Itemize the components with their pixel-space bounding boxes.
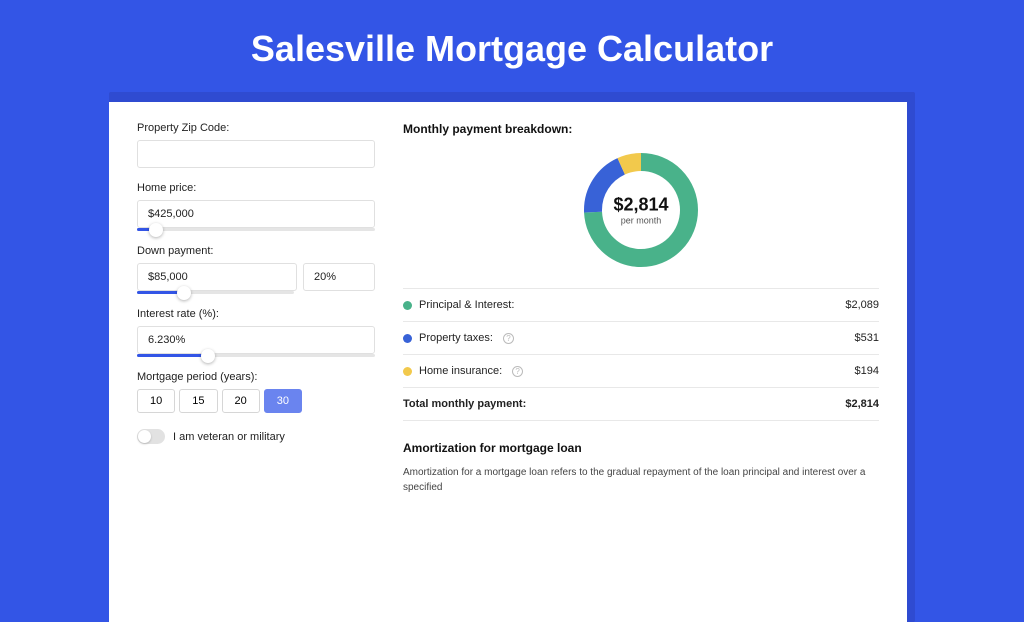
veteran-label: I am veteran or military bbox=[173, 431, 285, 443]
info-icon[interactable]: ? bbox=[503, 333, 514, 344]
period-field: Mortgage period (years): 10 15 20 30 bbox=[137, 371, 375, 413]
donut-chart: $2,814 per month bbox=[403, 150, 879, 270]
legend-dot-taxes bbox=[403, 334, 412, 343]
veteran-row: I am veteran or military bbox=[137, 429, 375, 444]
down-payment-pct-input[interactable] bbox=[303, 263, 375, 291]
zip-field: Property Zip Code: bbox=[137, 122, 375, 168]
period-30-button[interactable]: 30 bbox=[264, 389, 302, 413]
legend-row-total: Total monthly payment: $2,814 bbox=[403, 390, 879, 418]
breakdown-title: Monthly payment breakdown: bbox=[403, 122, 879, 136]
divider bbox=[403, 321, 879, 322]
interest-label: Interest rate (%): bbox=[137, 308, 375, 320]
period-label: Mortgage period (years): bbox=[137, 371, 375, 383]
legend-row-principal: Principal & Interest: $2,089 bbox=[403, 291, 879, 319]
period-10-button[interactable]: 10 bbox=[137, 389, 175, 413]
veteran-toggle-knob bbox=[138, 430, 151, 443]
home-price-input[interactable] bbox=[137, 200, 375, 228]
legend-value-principal: $2,089 bbox=[845, 299, 879, 311]
legend-label-insurance: Home insurance: bbox=[419, 365, 502, 377]
donut-center: $2,814 per month bbox=[613, 195, 668, 226]
interest-input[interactable] bbox=[137, 326, 375, 354]
legend-dot-insurance bbox=[403, 367, 412, 376]
legend-label-taxes: Property taxes: bbox=[419, 332, 493, 344]
donut-sub-label: per month bbox=[613, 216, 668, 226]
period-20-button[interactable]: 20 bbox=[222, 389, 260, 413]
home-price-slider-thumb[interactable] bbox=[149, 223, 163, 237]
legend-dot-principal bbox=[403, 301, 412, 310]
donut-amount: $2,814 bbox=[613, 195, 668, 216]
zip-input[interactable] bbox=[137, 140, 375, 168]
info-icon[interactable]: ? bbox=[512, 366, 523, 377]
down-payment-label: Down payment: bbox=[137, 245, 375, 257]
divider bbox=[403, 420, 879, 421]
total-label: Total monthly payment: bbox=[403, 398, 526, 410]
interest-slider-thumb[interactable] bbox=[201, 349, 215, 363]
legend-row-insurance: Home insurance: ? $194 bbox=[403, 357, 879, 385]
divider bbox=[403, 387, 879, 388]
page-title: Salesville Mortgage Calculator bbox=[0, 0, 1024, 92]
legend-value-insurance: $194 bbox=[855, 365, 879, 377]
legend-label-principal: Principal & Interest: bbox=[419, 299, 514, 311]
zip-label: Property Zip Code: bbox=[137, 122, 375, 134]
down-payment-slider[interactable] bbox=[137, 291, 294, 294]
amortization-title: Amortization for mortgage loan bbox=[403, 441, 879, 455]
legend-row-taxes: Property taxes: ? $531 bbox=[403, 324, 879, 352]
divider bbox=[403, 354, 879, 355]
interest-slider-fill bbox=[137, 354, 208, 357]
period-buttons: 10 15 20 30 bbox=[137, 389, 375, 413]
home-price-field: Home price: bbox=[137, 182, 375, 231]
period-15-button[interactable]: 15 bbox=[179, 389, 217, 413]
legend-value-taxes: $531 bbox=[855, 332, 879, 344]
total-value: $2,814 bbox=[845, 398, 879, 410]
down-payment-input[interactable] bbox=[137, 263, 297, 291]
veteran-toggle[interactable] bbox=[137, 429, 165, 444]
interest-slider[interactable] bbox=[137, 354, 375, 357]
interest-field: Interest rate (%): bbox=[137, 308, 375, 357]
home-price-label: Home price: bbox=[137, 182, 375, 194]
calculator-panel: Property Zip Code: Home price: Down paym… bbox=[109, 102, 907, 622]
divider bbox=[403, 288, 879, 289]
down-payment-slider-thumb[interactable] bbox=[177, 286, 191, 300]
amortization-text: Amortization for a mortgage loan refers … bbox=[403, 465, 879, 495]
breakdown-column: Monthly payment breakdown: $2,814 per mo… bbox=[403, 122, 879, 602]
down-payment-field: Down payment: bbox=[137, 245, 375, 294]
form-column: Property Zip Code: Home price: Down paym… bbox=[137, 122, 375, 602]
panel-shadow: Property Zip Code: Home price: Down paym… bbox=[109, 92, 915, 622]
home-price-slider[interactable] bbox=[137, 228, 375, 231]
